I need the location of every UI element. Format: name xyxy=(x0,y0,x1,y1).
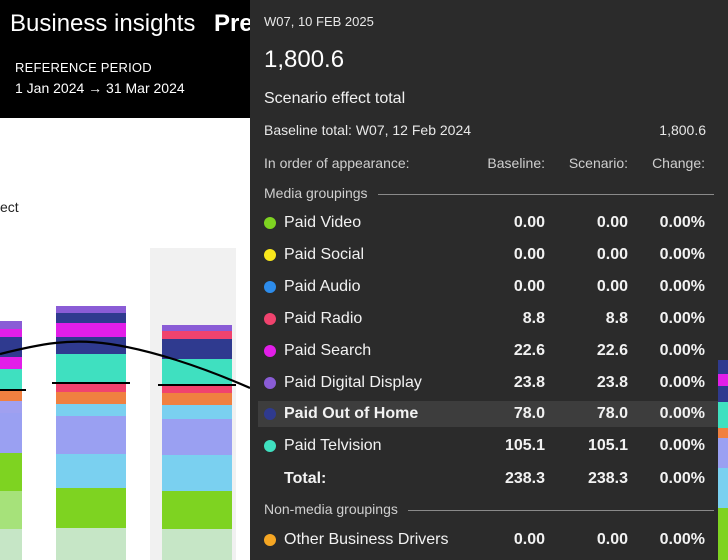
total-label: Total: xyxy=(284,470,327,487)
total-baseline: 238.3 xyxy=(504,470,545,487)
row-scenario: 0.00 xyxy=(596,531,628,548)
list-item: Paid Telvision 105.1 105.1 0.00% xyxy=(258,433,720,459)
non-media-groupings-header: Non-media groupings xyxy=(264,501,714,519)
legend-dot-icon xyxy=(264,217,276,229)
row-baseline: 0.00 xyxy=(513,246,545,263)
stacked-bar-chart xyxy=(0,248,250,560)
row-baseline: 23.8 xyxy=(513,374,545,391)
row-change: 0.00% xyxy=(659,214,705,231)
media-groupings-label: Media groupings xyxy=(264,185,378,201)
row-scenario: 22.6 xyxy=(596,342,628,359)
row-change: 0.00% xyxy=(659,437,705,454)
baseline-total-value: 1,800.6 xyxy=(659,122,706,138)
row-change: 0.00% xyxy=(659,278,705,295)
row-baseline: 8.8 xyxy=(522,310,545,327)
row-name: Paid Social xyxy=(284,246,365,263)
total-scenario: 238.3 xyxy=(587,470,628,487)
row-scenario: 23.8 xyxy=(596,374,628,391)
row-name: Paid Radio xyxy=(284,310,363,327)
chart-legend-label: ect xyxy=(0,199,19,215)
list-item: Other Business Drivers 0.00 0.00 0.00% xyxy=(258,527,720,553)
total-row: Total: 238.3 238.3 0.00% xyxy=(258,466,720,492)
baseline-total-label: Baseline total: W07, 12 Feb 2024 xyxy=(264,122,472,138)
reference-period-value[interactable]: 1 Jan 2024 → 31 Mar 2024 xyxy=(15,80,185,96)
column-header-order: In order of appearance: xyxy=(264,155,410,171)
chart-edge-bars xyxy=(718,360,728,560)
legend-dot-icon xyxy=(264,281,276,293)
row-baseline: 78.0 xyxy=(513,405,545,422)
column-header-baseline: Baseline: xyxy=(487,155,545,171)
bar-3 xyxy=(162,325,232,560)
bar-1 xyxy=(0,321,22,560)
list-item: Paid Audio 0.00 0.00 0.00% xyxy=(258,274,720,300)
row-scenario: 105.1 xyxy=(587,437,628,454)
legend-dot-icon xyxy=(264,408,276,420)
row-scenario: 0.00 xyxy=(596,214,628,231)
row-name: Other Business Drivers xyxy=(284,531,449,548)
app-title: Business insights xyxy=(10,10,196,37)
row-name: Paid Audio xyxy=(284,278,361,295)
legend-dot-icon xyxy=(264,345,276,357)
list-item: Paid Digital Display 23.8 23.8 0.00% xyxy=(258,370,720,396)
divider xyxy=(264,510,714,511)
list-item-highlighted: Paid Out of Home 78.0 78.0 0.00% xyxy=(258,401,720,427)
row-change: 0.00% xyxy=(659,342,705,359)
row-name: Paid Out of Home xyxy=(284,405,419,422)
row-name: Paid Video xyxy=(284,214,362,231)
row-change: 0.00% xyxy=(659,405,705,422)
legend-dot-icon xyxy=(264,313,276,325)
row-baseline: 0.00 xyxy=(513,214,545,231)
list-item: Paid Video 0.00 0.00 0.00% xyxy=(258,210,720,236)
column-header-scenario: Scenario: xyxy=(568,155,628,171)
row-scenario: 8.8 xyxy=(605,310,628,327)
row-change: 0.00% xyxy=(659,531,705,548)
media-groupings-header: Media groupings xyxy=(264,185,714,203)
row-change: 0.00% xyxy=(659,310,705,327)
row-name: Paid Search xyxy=(284,342,372,359)
column-header-change: Change: xyxy=(652,155,705,171)
tooltip-total: 1,800.6 xyxy=(264,46,345,73)
legend-dot-icon xyxy=(264,440,276,452)
total-change: 0.00% xyxy=(659,470,705,487)
row-scenario: 0.00 xyxy=(596,246,628,263)
legend-dot-icon xyxy=(264,534,276,546)
divider xyxy=(264,194,714,195)
row-change: 0.00% xyxy=(659,246,705,263)
row-baseline: 0.00 xyxy=(513,278,545,295)
row-baseline: 105.1 xyxy=(504,437,545,454)
list-item: Paid Radio 8.8 8.8 0.00% xyxy=(258,306,720,332)
non-media-groupings-label: Non-media groupings xyxy=(264,501,408,517)
tooltip-subtitle: Scenario effect total xyxy=(264,90,406,107)
row-baseline: 0.00 xyxy=(513,531,545,548)
hover-tooltip: W07, 10 FEB 2025 1,800.6 Scenario effect… xyxy=(250,0,728,560)
row-name: Paid Digital Display xyxy=(284,374,422,391)
row-scenario: 0.00 xyxy=(596,278,628,295)
reference-period-label: REFERENCE PERIOD xyxy=(15,60,152,75)
list-item: Paid Search 22.6 22.6 0.00% xyxy=(258,338,720,364)
tooltip-date: W07, 10 FEB 2025 xyxy=(264,14,374,29)
row-baseline: 22.6 xyxy=(513,342,545,359)
row-name: Paid Telvision xyxy=(284,437,382,454)
row-change: 0.00% xyxy=(659,374,705,391)
trend-line xyxy=(0,340,250,390)
bar-2 xyxy=(56,306,126,560)
row-scenario: 78.0 xyxy=(596,405,628,422)
list-item: Paid Social 0.00 0.00 0.00% xyxy=(258,242,720,268)
legend-dot-icon xyxy=(264,377,276,389)
legend-dot-icon xyxy=(264,249,276,261)
